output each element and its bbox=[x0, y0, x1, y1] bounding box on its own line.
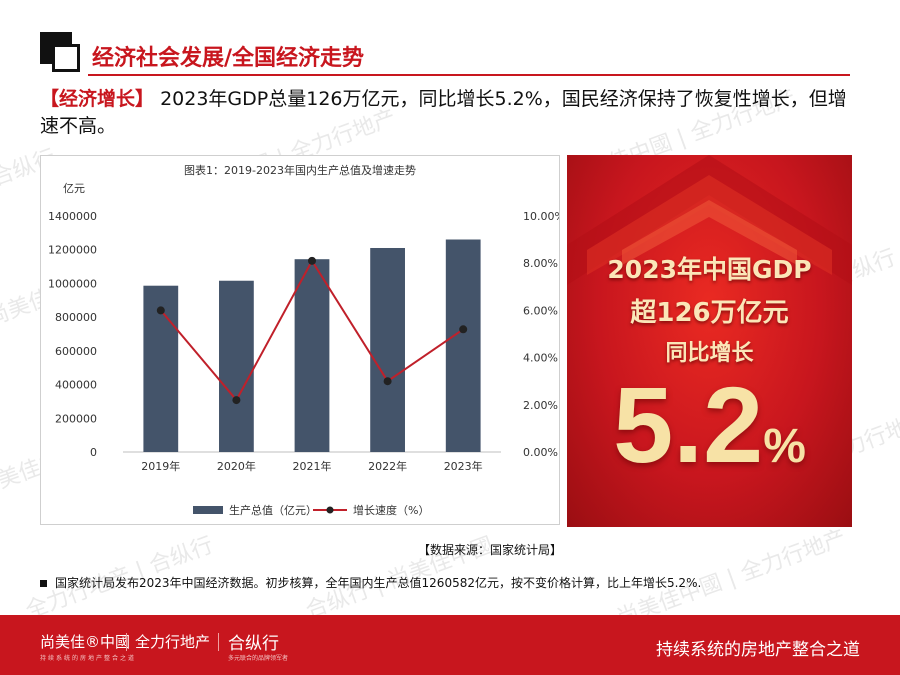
footer-slogan: 持续系统的房地产整合之道 bbox=[656, 640, 860, 660]
gdp-bar bbox=[219, 280, 254, 452]
y-axis-unit-label: 亿元 bbox=[63, 182, 85, 195]
legend-label-gdp: 生产总值（亿元） bbox=[229, 503, 317, 517]
y-tick-label: 200000 bbox=[55, 412, 97, 425]
header-logo-square-outline bbox=[52, 44, 80, 72]
legend-marker-growth bbox=[326, 506, 334, 514]
x-tick-label: 2022年 bbox=[368, 459, 407, 473]
footer-brand-c: 合纵行 bbox=[228, 634, 279, 654]
footer-separator bbox=[218, 633, 219, 651]
y-tick-label: 600000 bbox=[55, 345, 97, 358]
y2-tick-label: 4.00% bbox=[523, 352, 558, 365]
legend-swatch-gdp bbox=[193, 506, 223, 514]
legend-label-growth: 增长速度（%） bbox=[353, 503, 429, 517]
y-tick-label: 800000 bbox=[55, 311, 97, 324]
promo-line-2: 超126万亿元 bbox=[630, 298, 789, 328]
footer-brand-a: 尚美佳®中國 bbox=[40, 633, 131, 651]
footnote: 国家统计局发布2023年中国经济数据。初步核算，全年国内生产总值1260582亿… bbox=[40, 574, 701, 591]
promo-line-3: 同比增长 bbox=[665, 341, 754, 366]
footer-brand-b: 全力行地产 bbox=[135, 633, 211, 651]
gdp-highlight-panel: 2023年中国GDP 超126万亿元 同比增长 5.2% bbox=[567, 155, 852, 527]
section-title: 经济社会发展/全国经济走势 bbox=[92, 46, 365, 71]
gdp-bar bbox=[445, 239, 481, 452]
gdp-bar bbox=[370, 247, 405, 452]
footer-brand-c-sub: 多元联合的品牌领军者 bbox=[228, 655, 289, 662]
promo-growth-unit: % bbox=[763, 420, 806, 473]
growth-rate-point bbox=[156, 306, 165, 315]
footer-bar: 尚美佳®中國 持续系统的房地产整合之道 全力行地产 合纵行 多元联合的品牌领军者… bbox=[0, 615, 900, 675]
y-tick-label: 1200000 bbox=[48, 244, 97, 257]
headline: 【经济增长】 2023年GDP总量126万亿元，同比增长5.2%，国民经济保持了… bbox=[40, 86, 850, 140]
promo-growth-number: 5.2 bbox=[613, 364, 764, 485]
y2-tick-label: 6.00% bbox=[523, 304, 558, 317]
growth-rate-point bbox=[308, 256, 316, 265]
gdp-bar bbox=[294, 259, 330, 452]
y2-tick-label: 8.00% bbox=[523, 257, 558, 270]
y-tick-label: 1400000 bbox=[48, 210, 97, 223]
y2-tick-label: 10.00% bbox=[523, 210, 559, 223]
title-divider bbox=[88, 74, 850, 76]
y-tick-label: 400000 bbox=[55, 379, 97, 392]
x-tick-label: 2021年 bbox=[293, 459, 332, 473]
data-source: 【数据来源：国家统计局】 bbox=[418, 543, 563, 557]
footer-brand-a-sub: 持续系统的房地产整合之道 bbox=[40, 655, 137, 662]
y2-tick-label: 0.00% bbox=[523, 446, 558, 459]
promo-growth-rate: 5.2% bbox=[567, 360, 852, 512]
y2-tick-label: 2.00% bbox=[523, 399, 558, 412]
y-tick-label: 1000000 bbox=[48, 277, 97, 290]
up-arrows-decoration bbox=[567, 155, 852, 285]
headline-text: 2023年GDP总量126万亿元，同比增长5.2%，国民经济保持了恢复性增长，但… bbox=[40, 88, 847, 137]
footer-separator bbox=[126, 633, 127, 651]
growth-rate-point bbox=[383, 377, 392, 386]
chart-title: 图表1：2019-2023年国内生产总值及增速走势 bbox=[184, 163, 416, 177]
promo-line-1: 2023年中国GDP bbox=[607, 255, 812, 284]
growth-rate-point bbox=[459, 325, 468, 334]
x-tick-label: 2023年 bbox=[444, 459, 483, 473]
growth-rate-point bbox=[232, 396, 241, 405]
x-tick-label: 2019年 bbox=[141, 459, 180, 473]
y-tick-label: 0 bbox=[90, 446, 97, 459]
footnote-text: 国家统计局发布2023年中国经济数据。初步核算，全年国内生产总值1260582亿… bbox=[55, 576, 702, 590]
gdp-chart-panel: 图表1：2019-2023年国内生产总值及增速走势亿元 1400000 120000… bbox=[40, 155, 565, 525]
headline-tag: 【经济增长】 bbox=[40, 88, 155, 110]
bullet-square-icon bbox=[40, 580, 47, 587]
x-tick-label: 2020年 bbox=[217, 459, 256, 473]
